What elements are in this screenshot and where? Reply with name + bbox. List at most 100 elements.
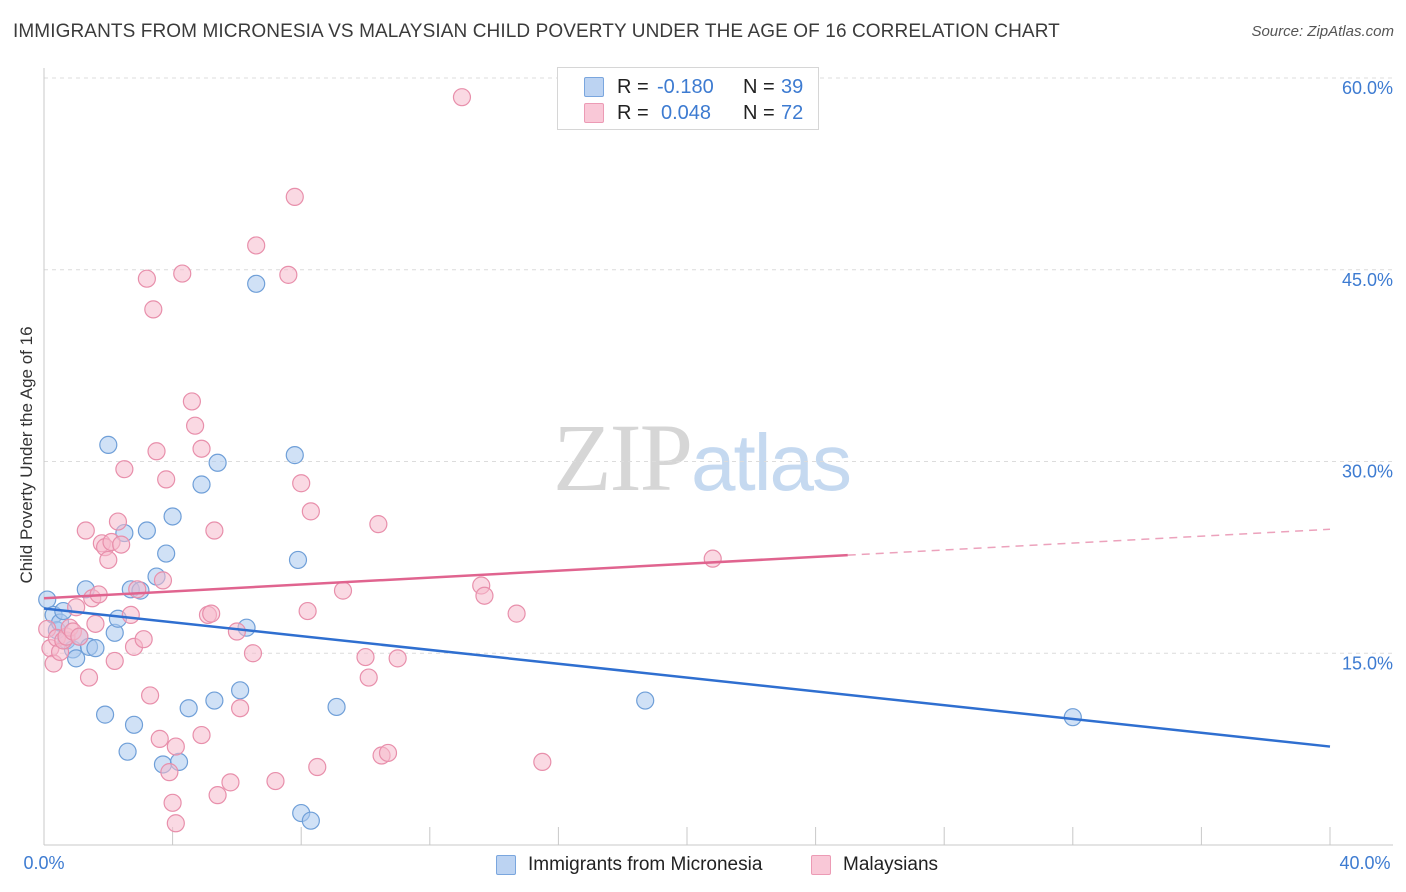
r-value: -0.180 (657, 75, 714, 98)
axes (43, 68, 1393, 846)
malaysian-point (150, 729, 169, 748)
source-label: Source: ZipAtlas.com (1251, 23, 1394, 40)
malaysian-point (205, 521, 224, 540)
malaysian-point (186, 416, 205, 435)
malaysian-point (359, 668, 378, 687)
micronesia-point (86, 639, 105, 658)
malaysian-point (86, 614, 105, 633)
micronesia-point (231, 681, 250, 700)
blue-swatch (496, 855, 516, 875)
legend-label: Malaysians (843, 854, 939, 875)
malaysian-point (99, 550, 118, 570)
micronesia-point (124, 715, 144, 734)
watermark: ZIPatlas (553, 402, 852, 513)
malaysian-point (140, 686, 160, 705)
malaysian-point (221, 773, 240, 792)
malaysian-point (134, 630, 153, 649)
n-value: 72 (781, 101, 804, 124)
malaysian-point (121, 605, 140, 625)
malaysian-point (166, 814, 185, 833)
malaysian-point (333, 581, 353, 600)
blue-swatch (584, 77, 604, 97)
r-label: R = (617, 75, 649, 98)
micronesia-point (137, 521, 156, 540)
malaysian-point (378, 743, 398, 763)
malaysian-point (76, 521, 95, 540)
watermark-atlas: atlas (691, 418, 852, 507)
stats-legend-row-blue: R = -0.180 N = 39 (584, 75, 803, 99)
n-label: N = (743, 75, 775, 98)
malaysian-point (388, 649, 407, 668)
malaysian-point (192, 439, 211, 458)
x-tick-label-max: 40.0% (1339, 853, 1390, 873)
micronesia-point (38, 590, 57, 609)
micronesia-point (99, 435, 118, 454)
malaysian-point (202, 604, 221, 623)
malaysian-trend-line (43, 553, 848, 600)
malaysian-point (108, 512, 128, 531)
malaysian-point (192, 725, 211, 745)
micronesia-point (285, 446, 304, 465)
micronesia-point (327, 697, 346, 717)
trend-lines (43, 528, 1331, 748)
micronesia-point (205, 691, 224, 710)
n-value: 39 (781, 75, 804, 98)
malaysian-point (369, 515, 388, 534)
malaysian-point (285, 187, 304, 206)
malaysian-point (227, 622, 246, 641)
malaysian-point (301, 502, 320, 521)
micronesia-point (288, 550, 308, 570)
malaysian-point (231, 699, 250, 718)
micronesia-point (179, 699, 198, 718)
micronesia-point (95, 705, 115, 724)
y-tick-labels: 15.0% 30.0% 45.0% 60.0% (1342, 78, 1393, 673)
malaysian-point (105, 651, 124, 671)
malaysian-point (308, 757, 327, 777)
micronesia-point (301, 811, 320, 830)
pink-swatch (584, 103, 604, 123)
malaysian-point (452, 88, 472, 107)
malaysian-point (153, 571, 173, 590)
watermark-zip: ZIP (553, 404, 693, 511)
malaysian-point (79, 668, 99, 687)
malaysian-point (533, 752, 552, 772)
y-tick-label: 30.0% (1342, 462, 1393, 482)
malaysian-point (163, 793, 182, 812)
malaysian-point (475, 586, 494, 605)
micronesia-point (192, 475, 211, 494)
malaysian-point (144, 300, 163, 319)
malaysian-point (703, 549, 722, 568)
malaysian-point (279, 265, 298, 284)
grid-lines (44, 77, 1393, 654)
malaysian-point (166, 737, 185, 756)
micronesia-point (67, 649, 86, 668)
malaysian-point (298, 601, 317, 621)
micronesia-point (118, 742, 137, 761)
malaysian-point (356, 647, 375, 667)
malaysian-point (243, 644, 263, 663)
legend-item-malaysians: Malaysians (811, 854, 938, 876)
micronesia-point (157, 544, 176, 563)
y-tick-label: 45.0% (1342, 270, 1393, 290)
stats-legend: R = -0.180 N = 39 R = 0.048 N = 72 (557, 67, 819, 130)
malaysian-point (112, 535, 131, 554)
malaysian-point (247, 236, 266, 255)
x-tick-label-min: 0.0% (23, 853, 64, 873)
malaysian-point (292, 474, 311, 493)
malaysian-point (208, 786, 227, 805)
malaysian-point (507, 604, 526, 623)
malaysian-point (266, 771, 285, 791)
pink-swatch (811, 855, 831, 875)
malaysian-point (182, 392, 201, 411)
legend-item-micronesia: Immigrants from Micronesia (496, 854, 762, 876)
data-points (38, 88, 1082, 833)
x-ticks (43, 827, 1331, 845)
malaysian-point (128, 580, 147, 599)
series-legend: Immigrants from Micronesia Malaysians (0, 852, 1406, 878)
malaysian-point (137, 269, 156, 288)
malaysian-point (115, 460, 134, 479)
malaysian-point (173, 264, 192, 283)
malaysian-point (70, 627, 89, 646)
micronesia-point (247, 274, 266, 293)
